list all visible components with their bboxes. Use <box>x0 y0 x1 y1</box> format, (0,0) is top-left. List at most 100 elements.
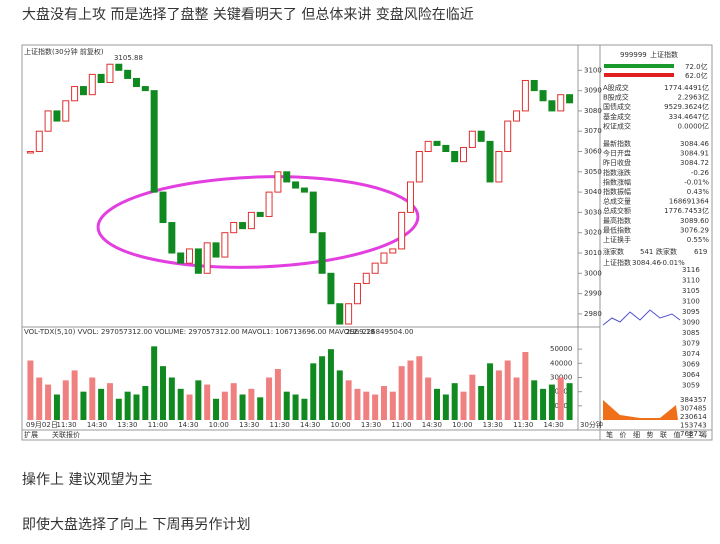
mini-vol-tick: 230614 <box>680 413 707 421</box>
candle <box>362 272 370 284</box>
candle <box>97 73 105 84</box>
panel-tab[interactable]: 细 <box>633 430 640 439</box>
candle <box>521 79 529 112</box>
mini-tick: 3064 <box>682 371 700 379</box>
post-line: 操作上 建议观望为主 <box>22 472 152 488</box>
candle <box>186 248 194 264</box>
x-tick-label: 11:30 <box>56 421 76 429</box>
volume-bar <box>345 380 352 420</box>
volume-bar <box>266 377 273 420</box>
candle <box>327 272 335 305</box>
y-tick-label: 3020 <box>584 229 602 237</box>
candle <box>460 146 468 163</box>
volume-bar <box>442 394 449 420</box>
candle <box>389 248 397 254</box>
candle <box>380 252 388 264</box>
mini-line <box>602 309 681 326</box>
panel-tab[interactable]: 筹 <box>701 430 708 439</box>
volume-bar <box>257 397 264 420</box>
candle <box>345 303 353 325</box>
row-label: 基金成交 <box>603 112 631 121</box>
volume-bar <box>292 394 299 420</box>
mini-tick: 3090 <box>682 319 700 327</box>
row-label: 国债成交 <box>603 102 631 111</box>
mini-vol-tick: 153743 <box>680 422 707 430</box>
tab[interactable]: 扩展 <box>24 430 38 439</box>
row-value: -0.01% <box>684 178 709 186</box>
low-label: 2969.18 <box>346 328 375 336</box>
candle <box>26 151 34 154</box>
y-tick-label: 50000 <box>550 345 572 353</box>
volume-bar <box>160 366 166 420</box>
mini-tick: 3085 <box>682 329 700 337</box>
panel-tab[interactable]: 值 <box>674 430 681 439</box>
chart-frame <box>21 44 713 441</box>
row-value: -0.26 <box>691 169 710 177</box>
volume-bar <box>45 384 52 420</box>
mini-tick: 3074 <box>682 350 700 358</box>
candle <box>53 110 61 122</box>
x-tick-label: 14:30 <box>178 421 198 429</box>
y-tick-label: 3030 <box>584 208 602 216</box>
volume-bar <box>151 346 158 420</box>
bar-label: 62.0亿 <box>685 71 708 80</box>
candle <box>477 130 485 142</box>
candle <box>486 140 494 183</box>
row-label: 总成交量 <box>603 197 631 206</box>
candle <box>239 222 247 230</box>
candle <box>398 211 406 250</box>
candle <box>44 110 52 132</box>
x-tick-label: 13:30 <box>483 421 503 429</box>
volume-header: VOL-TDX(5,10) VVOL: 297057312.00 VOLUME:… <box>24 328 413 336</box>
row-label: 权证成交 <box>603 121 631 130</box>
x-tick-label: 14:30 <box>87 421 107 429</box>
volume-bar <box>62 380 69 420</box>
y-tick-label: 3000 <box>584 269 602 277</box>
panel-tab[interactable]: 势 <box>647 430 654 439</box>
candle <box>124 69 132 79</box>
period: 30分钟 <box>580 420 603 429</box>
y-tick-label: 3080 <box>584 107 602 115</box>
candle <box>71 86 79 102</box>
x-tick-label: 11:30 <box>513 421 533 429</box>
mini-tick: 3110 <box>682 277 700 285</box>
volume-bar <box>89 377 96 420</box>
candle <box>203 242 211 274</box>
candle <box>247 211 255 230</box>
row-label: 今日开盘 <box>603 149 631 158</box>
panel-code: 999999 <box>620 51 647 59</box>
volume-bar <box>98 388 105 420</box>
row-label: 最高指数 <box>603 216 631 225</box>
panel-name: 上证指数 <box>650 50 678 59</box>
candle <box>557 94 565 112</box>
volume-bar <box>566 383 573 420</box>
mini-title: 上证指数 <box>603 258 631 267</box>
volume-bar <box>363 391 370 420</box>
candle <box>406 181 414 213</box>
candle <box>132 77 140 88</box>
mini-tick: 3095 <box>682 308 700 316</box>
row-label: 总成交额 <box>603 206 631 215</box>
volume-bar <box>124 391 131 420</box>
candle <box>141 86 149 92</box>
x-tick-label: 13:30 <box>239 421 259 429</box>
tab[interactable]: 关联报价 <box>52 430 80 439</box>
candle <box>353 282 361 305</box>
candle <box>309 191 317 234</box>
volume-bar <box>478 386 485 420</box>
volume-bar <box>372 394 379 420</box>
bar-green <box>604 64 674 68</box>
panel-tab[interactable]: 联 <box>660 430 667 439</box>
panel-tab[interactable]: 价 <box>620 431 627 439</box>
panel-tab[interactable]: 主 <box>687 430 694 439</box>
row-value: 3089.60 <box>680 217 709 225</box>
volume-bar <box>230 383 237 420</box>
candle <box>433 140 441 146</box>
volume-bar <box>389 391 396 420</box>
volume-bar <box>513 377 520 420</box>
mini-tick: 3100 <box>682 298 700 306</box>
mini-tick: 3116 <box>682 266 700 274</box>
candle <box>539 90 547 102</box>
panel-tab[interactable]: 笔 <box>606 430 613 439</box>
candle <box>62 100 70 122</box>
